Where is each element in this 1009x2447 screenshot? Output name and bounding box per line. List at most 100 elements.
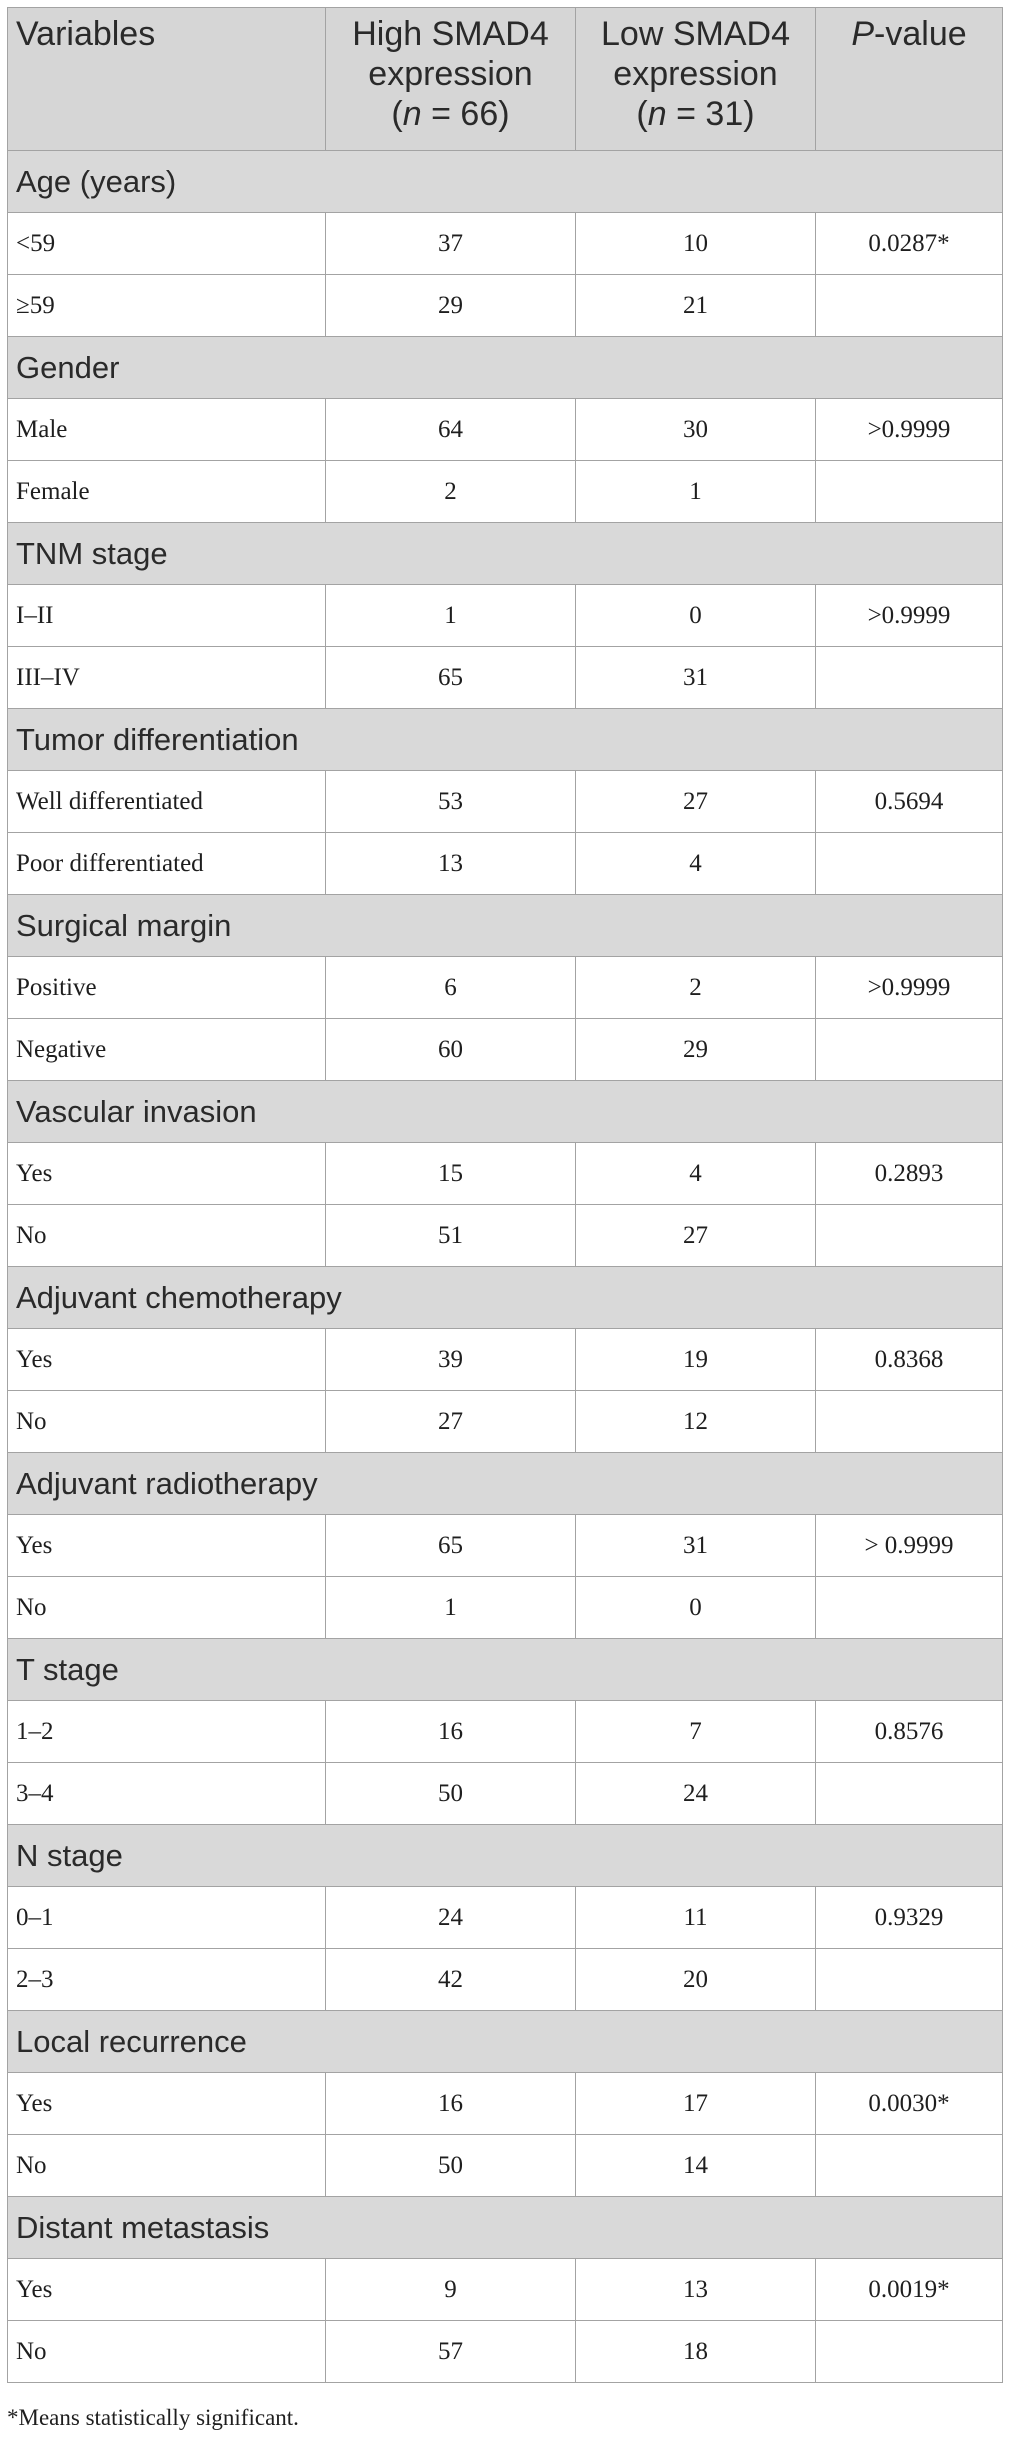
high-count-cell: 64 xyxy=(325,398,576,461)
row-label: 3–4 xyxy=(7,1762,326,1825)
table-row: <59 37 10 0.0287* xyxy=(7,212,1003,275)
table-row: Yes 16 17 0.0030* xyxy=(7,2072,1003,2135)
high-count-cell: 27 xyxy=(325,1390,576,1453)
table-row: No 51 27 xyxy=(7,1204,1003,1267)
low-count-cell: 29 xyxy=(575,1018,816,1081)
section-title: Tumor differentiation xyxy=(7,708,1003,771)
table-body: Age (years) <59 37 10 0.0287* ≥59 29 21 Gender Ma… xyxy=(7,150,1003,2383)
section-row: Distant metastasis xyxy=(7,2196,1003,2259)
section-title: TNM stage xyxy=(7,522,1003,585)
section-row: Surgical margin xyxy=(7,894,1003,957)
table-row: No 27 12 xyxy=(7,1390,1003,1453)
table-row: 1–2 16 7 0.8576 xyxy=(7,1700,1003,1763)
row-label: Yes xyxy=(7,1514,326,1577)
section-title: Gender xyxy=(7,336,1003,399)
low-count-cell: 18 xyxy=(575,2320,816,2383)
high-count-cell: 16 xyxy=(325,1700,576,1763)
low-count-cell: 11 xyxy=(575,1886,816,1949)
row-label: Well differentiated xyxy=(7,770,326,833)
high-count-cell: 29 xyxy=(325,274,576,337)
header-high-n: n xyxy=(402,95,422,133)
section-title: Adjuvant chemotherapy xyxy=(7,1266,1003,1329)
header-p-suffix: -value xyxy=(874,15,967,53)
table-row: I–II 1 0 >0.9999 xyxy=(7,584,1003,647)
p-value-cell: >0.9999 xyxy=(815,584,1003,647)
p-value-cell: > 0.9999 xyxy=(815,1514,1003,1577)
table-row: Yes 9 13 0.0019* xyxy=(7,2258,1003,2321)
p-value-cell xyxy=(815,1948,1003,2011)
high-count-cell: 65 xyxy=(325,646,576,709)
high-count-cell: 9 xyxy=(325,2258,576,2321)
high-count-cell: 16 xyxy=(325,2072,576,2135)
section-row: N stage xyxy=(7,1824,1003,1887)
p-value-cell xyxy=(815,646,1003,709)
row-label: Yes xyxy=(7,1328,326,1391)
high-count-cell: 60 xyxy=(325,1018,576,1081)
table-row: 0–1 24 11 0.9329 xyxy=(7,1886,1003,1949)
header-p-value: P-value xyxy=(815,7,1003,151)
header-variables: Variables xyxy=(7,7,326,151)
low-count-cell: 31 xyxy=(575,1514,816,1577)
high-count-cell: 15 xyxy=(325,1142,576,1205)
section-row: Age (years) xyxy=(7,150,1003,213)
row-label: Male xyxy=(7,398,326,461)
table-row: 3–4 50 24 xyxy=(7,1762,1003,1825)
table-row: No 57 18 xyxy=(7,2320,1003,2383)
section-row: Gender xyxy=(7,336,1003,399)
low-count-cell: 21 xyxy=(575,274,816,337)
section-row: Adjuvant radiotherapy xyxy=(7,1452,1003,1515)
p-value-cell: 0.0287* xyxy=(815,212,1003,275)
p-value-cell: >0.9999 xyxy=(815,398,1003,461)
low-count-cell: 27 xyxy=(575,770,816,833)
row-label: Yes xyxy=(7,2258,326,2321)
row-label: No xyxy=(7,1390,326,1453)
low-count-cell: 1 xyxy=(575,460,816,523)
low-count-cell: 30 xyxy=(575,398,816,461)
section-row: Adjuvant chemotherapy xyxy=(7,1266,1003,1329)
row-label: Positive xyxy=(7,956,326,1019)
row-label: I–II xyxy=(7,584,326,647)
low-count-cell: 20 xyxy=(575,1948,816,2011)
p-value-cell xyxy=(815,1018,1003,1081)
section-title: Surgical margin xyxy=(7,894,1003,957)
high-count-cell: 39 xyxy=(325,1328,576,1391)
high-count-cell: 51 xyxy=(325,1204,576,1267)
p-value-cell xyxy=(815,1762,1003,1825)
high-count-cell: 1 xyxy=(325,584,576,647)
p-value-cell: 0.2893 xyxy=(815,1142,1003,1205)
header-low-count: = 31) xyxy=(666,95,755,133)
table-row: 2–3 42 20 xyxy=(7,1948,1003,2011)
low-count-cell: 2 xyxy=(575,956,816,1019)
table-row: Female 2 1 xyxy=(7,460,1003,523)
p-value-cell: 0.0019* xyxy=(815,2258,1003,2321)
header-high-smad4: High SMAD4 expression (n = 66) xyxy=(325,7,576,151)
table-row: Yes 15 4 0.2893 xyxy=(7,1142,1003,1205)
p-value-cell xyxy=(815,274,1003,337)
high-count-cell: 37 xyxy=(325,212,576,275)
p-value-cell xyxy=(815,1390,1003,1453)
smad4-table: Variables High SMAD4 expression (n = 66)… xyxy=(7,7,1003,2383)
row-label: III–IV xyxy=(7,646,326,709)
low-count-cell: 12 xyxy=(575,1390,816,1453)
p-value-cell xyxy=(815,2134,1003,2197)
row-label: <59 xyxy=(7,212,326,275)
row-label: 2–3 xyxy=(7,1948,326,2011)
high-count-cell: 50 xyxy=(325,1762,576,1825)
p-value-cell: 0.9329 xyxy=(815,1886,1003,1949)
section-row: T stage xyxy=(7,1638,1003,1701)
header-low-n: n xyxy=(647,95,667,133)
table-row: No 50 14 xyxy=(7,2134,1003,2197)
section-title: Local recurrence xyxy=(7,2010,1003,2073)
low-count-cell: 0 xyxy=(575,584,816,647)
row-label: ≥59 xyxy=(7,274,326,337)
low-count-cell: 31 xyxy=(575,646,816,709)
p-value-cell: 0.0030* xyxy=(815,2072,1003,2135)
section-row: Vascular invasion xyxy=(7,1080,1003,1143)
header-low-smad4: Low SMAD4 expression (n = 31) xyxy=(575,7,816,151)
p-value-cell xyxy=(815,1204,1003,1267)
p-value-cell: 0.8368 xyxy=(815,1328,1003,1391)
low-count-cell: 17 xyxy=(575,2072,816,2135)
row-label: No xyxy=(7,1576,326,1639)
header-low-line2: expression xyxy=(613,55,778,93)
table-row: III–IV 65 31 xyxy=(7,646,1003,709)
